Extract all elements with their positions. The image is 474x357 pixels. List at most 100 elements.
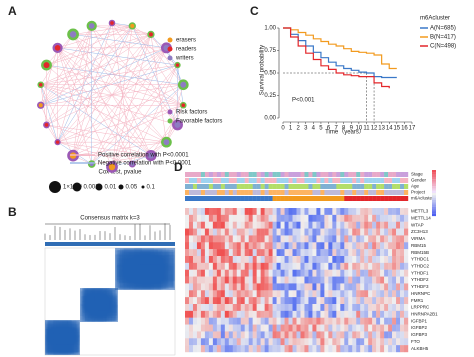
annotation-cell bbox=[284, 190, 289, 195]
heat-cell bbox=[336, 276, 341, 284]
heat-cell bbox=[300, 297, 305, 305]
heat-cell bbox=[288, 331, 293, 339]
heat-cell bbox=[380, 304, 385, 312]
heat-cell bbox=[240, 214, 245, 222]
heat-cell bbox=[380, 228, 385, 236]
heat-cell bbox=[224, 338, 230, 346]
heat-cell bbox=[372, 249, 377, 257]
heat-cell bbox=[220, 256, 226, 264]
heat-cell bbox=[404, 249, 409, 257]
annotation-cell bbox=[228, 178, 233, 183]
cluster-bar bbox=[45, 242, 175, 246]
heat-cell bbox=[204, 317, 210, 325]
heat-cell bbox=[360, 235, 365, 243]
heat-cell bbox=[368, 242, 373, 250]
annotation-cell bbox=[276, 196, 281, 201]
heat-cell bbox=[388, 262, 393, 270]
heat-cell bbox=[292, 249, 297, 257]
annotation-cell bbox=[396, 178, 401, 183]
annotation-cell bbox=[344, 196, 349, 201]
heat-cell bbox=[356, 208, 361, 216]
heat-cell bbox=[244, 331, 249, 339]
heat-cell bbox=[240, 276, 245, 284]
node-core bbox=[110, 21, 114, 25]
heat-cell bbox=[388, 324, 393, 332]
heat-cell bbox=[240, 235, 245, 243]
heat-cell bbox=[384, 269, 389, 277]
heat-cell bbox=[352, 338, 357, 346]
heat-cell bbox=[228, 338, 233, 346]
heat-cell bbox=[360, 221, 365, 229]
heat-cell bbox=[308, 317, 313, 325]
annotation-cell bbox=[388, 196, 393, 201]
heat-cell bbox=[260, 242, 265, 250]
annotation-cell bbox=[328, 184, 333, 189]
annotation-cell bbox=[304, 178, 309, 183]
heat-cell bbox=[208, 304, 214, 312]
heat-cell bbox=[380, 208, 385, 216]
annotation-cell bbox=[292, 196, 297, 201]
heat-cell bbox=[292, 345, 297, 353]
gene-label: METTL3 bbox=[411, 209, 429, 214]
annotation-cell bbox=[224, 184, 230, 189]
node-core bbox=[130, 23, 135, 28]
annotation-cell bbox=[188, 196, 194, 201]
annotation-cell bbox=[248, 184, 253, 189]
heat-cell bbox=[304, 249, 309, 257]
heat-cell bbox=[380, 262, 385, 270]
edge bbox=[111, 47, 167, 168]
heat-cell bbox=[400, 324, 405, 332]
heat-cell bbox=[312, 249, 317, 257]
heat-cell bbox=[264, 324, 269, 332]
size-dot bbox=[72, 182, 82, 192]
heat-cell bbox=[332, 221, 337, 229]
heat-cell bbox=[228, 317, 233, 325]
heat-cell bbox=[252, 249, 257, 257]
x-tick-label: 17 bbox=[409, 126, 416, 132]
heat-cell bbox=[384, 235, 389, 243]
gene-label: IGFBP3 bbox=[411, 332, 428, 337]
annotation-cell bbox=[360, 196, 365, 201]
heat-cell bbox=[268, 283, 273, 291]
heat-cell bbox=[284, 331, 289, 339]
heat-cell bbox=[396, 228, 401, 236]
heat-cell bbox=[356, 317, 361, 325]
heat-cell bbox=[280, 345, 285, 353]
heat-cell bbox=[340, 208, 345, 216]
heat-cell bbox=[284, 269, 289, 277]
annotation-cell bbox=[336, 172, 341, 177]
heat-cell bbox=[196, 310, 202, 318]
heat-cell bbox=[216, 345, 222, 353]
heat-cell bbox=[204, 249, 210, 257]
heat-cell bbox=[332, 324, 337, 332]
heat-cell bbox=[388, 256, 393, 264]
gene-label: IGFBP1 bbox=[411, 318, 428, 323]
edge bbox=[46, 124, 151, 156]
heat-cell bbox=[232, 269, 237, 277]
heat-cell bbox=[340, 242, 345, 250]
heat-cell bbox=[384, 304, 389, 312]
annotation-cell bbox=[272, 184, 277, 189]
gene-label: VIRMA bbox=[411, 236, 425, 241]
heat-cell bbox=[185, 297, 190, 305]
heat-cell bbox=[224, 228, 230, 236]
heat-cell bbox=[236, 276, 241, 284]
annotation-cell bbox=[376, 184, 381, 189]
annotation-cell bbox=[296, 172, 301, 177]
annotation-cell bbox=[388, 178, 393, 183]
annotation-cell bbox=[224, 190, 230, 195]
node-core bbox=[180, 81, 187, 88]
heat-cell bbox=[376, 324, 381, 332]
heat-cell bbox=[396, 290, 401, 298]
edge bbox=[91, 155, 151, 165]
annotation-cell bbox=[320, 184, 325, 189]
heat-cell bbox=[212, 317, 218, 325]
heat-cell bbox=[312, 242, 317, 250]
heat-cell bbox=[356, 276, 361, 284]
annotation-cell bbox=[236, 190, 241, 195]
heat-cell bbox=[400, 214, 405, 222]
gene-label: YTHDC1 bbox=[411, 257, 429, 262]
annotation-cell bbox=[324, 190, 329, 195]
heat-cell bbox=[292, 214, 297, 222]
node-core bbox=[163, 139, 170, 146]
